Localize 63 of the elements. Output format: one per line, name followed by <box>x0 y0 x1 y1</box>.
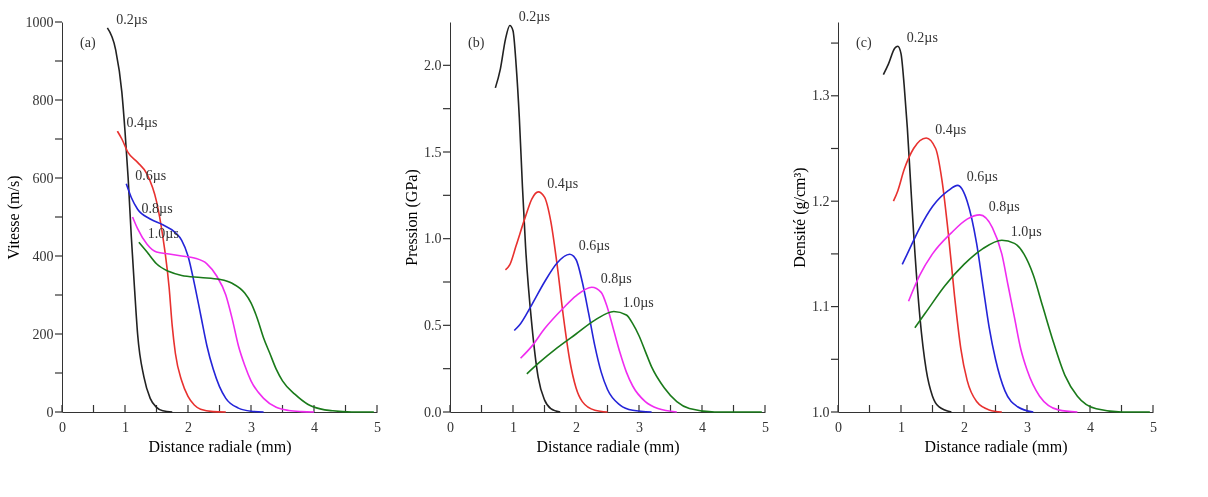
x-tick-label: 4 <box>699 419 706 435</box>
annotation: (b) <box>468 35 485 51</box>
series-label: 0.6µs <box>966 169 998 185</box>
x-axis-title: Distance radiale (mm) <box>536 437 680 456</box>
y-tick-label: 800 <box>32 92 54 108</box>
x-tick-label: 2 <box>185 419 192 435</box>
x-axis-title: Distance radiale (mm) <box>924 437 1068 456</box>
series-label: 0.8µs <box>600 271 632 287</box>
line-series <box>519 286 678 413</box>
y-tick-label: 0 <box>46 404 54 420</box>
y-tick-label: 1.3 <box>812 88 830 104</box>
series-label: 0.2µs <box>116 11 148 27</box>
series-label: 0.4µs <box>126 115 158 131</box>
series-label: 0.4µs <box>935 121 967 137</box>
line-series <box>138 241 375 413</box>
y-tick-label: 400 <box>32 248 54 264</box>
series-label: 1.0µs <box>622 295 654 311</box>
line-series <box>914 239 1151 413</box>
line-series <box>125 183 265 413</box>
line-series <box>907 214 1079 413</box>
x-tick-label: 0 <box>447 419 454 435</box>
x-tick-label: 1 <box>898 419 905 435</box>
x-tick-label: 0 <box>59 419 66 435</box>
series-label: 0.2µs <box>518 9 550 25</box>
y-tick-label: 600 <box>32 170 54 186</box>
x-tick-label: 3 <box>248 419 255 435</box>
y-tick-label: 200 <box>32 326 54 342</box>
x-tick-label: 5 <box>374 419 381 435</box>
y-tick-label: 1.2 <box>812 193 830 209</box>
y-tick-label: 1.0 <box>812 404 830 420</box>
annotation: (a) <box>80 35 96 51</box>
x-tick-label: 5 <box>1150 419 1157 435</box>
y-tick-label: 0.5 <box>424 317 442 333</box>
series-label: 0.8µs <box>988 198 1020 214</box>
y-axis-title: Densité (g/cm³) <box>791 167 809 268</box>
y-tick-label: 1.1 <box>812 299 830 315</box>
y-tick-label: 1.5 <box>424 144 442 160</box>
x-tick-label: 5 <box>762 419 769 435</box>
line-series <box>526 310 763 413</box>
x-tick-label: 4 <box>1087 419 1094 435</box>
x-tick-label: 1 <box>510 419 517 435</box>
x-tick-label: 2 <box>573 419 580 435</box>
annotation: (c) <box>856 35 872 51</box>
line-series <box>513 253 653 413</box>
y-tick-label: 1.0 <box>424 231 442 247</box>
x-tick-label: 3 <box>1024 419 1031 435</box>
series-label: 0.2µs <box>906 30 938 46</box>
y-tick-label: 1000 <box>25 14 54 30</box>
x-tick-label: 3 <box>636 419 643 435</box>
series-label: 0.4µs <box>547 175 579 191</box>
y-tick-label: 2.0 <box>424 57 442 73</box>
x-tick-label: 0 <box>835 419 842 435</box>
line-series <box>116 130 227 413</box>
x-axis-title: Distance radiale (mm) <box>148 437 292 456</box>
series-label: 1.0µs <box>1010 224 1042 240</box>
y-axis-title: Vitesse (m/s) <box>4 175 23 260</box>
series-label: 0.6µs <box>578 238 610 254</box>
x-tick-label: 2 <box>961 419 968 435</box>
y-tick-label: 0.0 <box>424 404 442 420</box>
y-axis-title: Pression (GPa) <box>403 169 421 266</box>
line-series <box>131 216 315 413</box>
x-tick-label: 1 <box>122 419 129 435</box>
x-tick-label: 4 <box>311 419 318 435</box>
